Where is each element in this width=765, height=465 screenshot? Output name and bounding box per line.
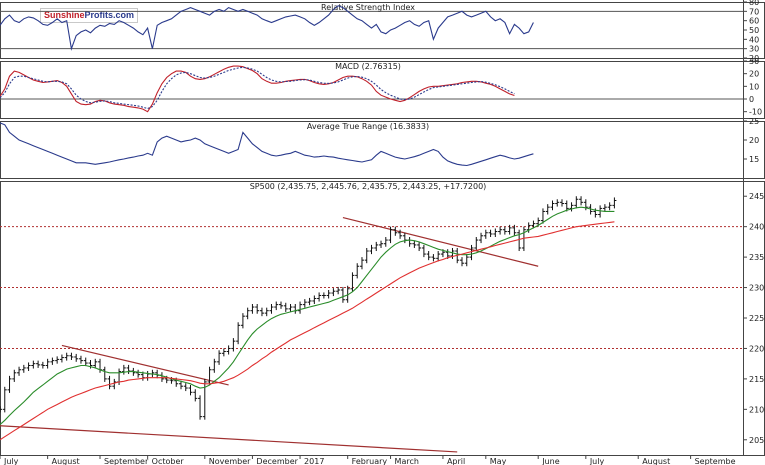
x-tick-label: May [490, 457, 507, 465]
y-tick-label: 0 [749, 95, 754, 104]
trendline [0, 425, 458, 453]
series-line [0, 65, 515, 113]
y-tick-label: -10 [749, 108, 762, 117]
x-tick-label: June [541, 457, 560, 465]
y-tick-label: 60 [749, 17, 759, 26]
x-tick-label: April [447, 457, 465, 465]
x-tick-label: Septembe [695, 457, 736, 465]
panel-title: SP500 (2,435.75, 2,445.76, 2,435.75, 2,4… [250, 182, 487, 191]
y-tick-label: 2450 [749, 192, 765, 201]
y-tick-label: 15 [749, 155, 759, 164]
y-tick-label: 2050 [749, 436, 765, 445]
y-tick-label: 2250 [749, 314, 765, 323]
y-tick-label: 20 [749, 136, 759, 145]
y-tick-label: 2400 [749, 223, 765, 232]
x-tick-label: November [209, 457, 251, 465]
x-tick-label: July [589, 457, 605, 465]
x-tick-label: August [52, 457, 80, 465]
x-tick-label: August [642, 457, 670, 465]
series-line [0, 5, 534, 51]
y-tick-label: 30 [749, 57, 759, 66]
y-tick-label: 25 [749, 117, 759, 126]
x-tick-label: March [395, 457, 419, 465]
y-tick-label: 80 [749, 0, 759, 7]
x-tick-label: October [152, 457, 185, 465]
panel-title: Average True Range (16.3833) [307, 122, 429, 131]
x-tick-label: February [352, 457, 388, 465]
y-tick-label: 2150 [749, 375, 765, 384]
y-tick-label: 10 [749, 82, 759, 91]
x-tick-label: September [104, 457, 149, 465]
series-line [0, 122, 534, 167]
x-tick-label: 2017 [304, 457, 324, 465]
y-tick-label: 2350 [749, 253, 765, 262]
y-tick-label: 20 [749, 54, 759, 63]
y-tick-label: 50 [749, 26, 759, 35]
panel-frame-4 [0, 181, 765, 456]
y-tick-label: 2200 [749, 344, 765, 353]
panel-title: MACD (2.76315) [335, 62, 401, 71]
series-line-sma-slow [0, 221, 615, 441]
y-tick-label: 2100 [749, 405, 765, 414]
y-tick-label: 30 [749, 45, 759, 54]
panel-title: Relative Strength Index [321, 3, 415, 12]
trendline [342, 216, 539, 267]
y-tick-label: 70 [749, 7, 759, 16]
y-tick-label: 2300 [749, 284, 765, 293]
x-tick-label: July [3, 457, 19, 465]
trendline [61, 344, 229, 386]
series-line-sma-fast [0, 206, 615, 426]
y-tick-label: 40 [749, 35, 759, 44]
x-tick-label: December [256, 457, 298, 465]
y-tick-label: 20 [749, 70, 759, 79]
series-line [0, 66, 515, 110]
